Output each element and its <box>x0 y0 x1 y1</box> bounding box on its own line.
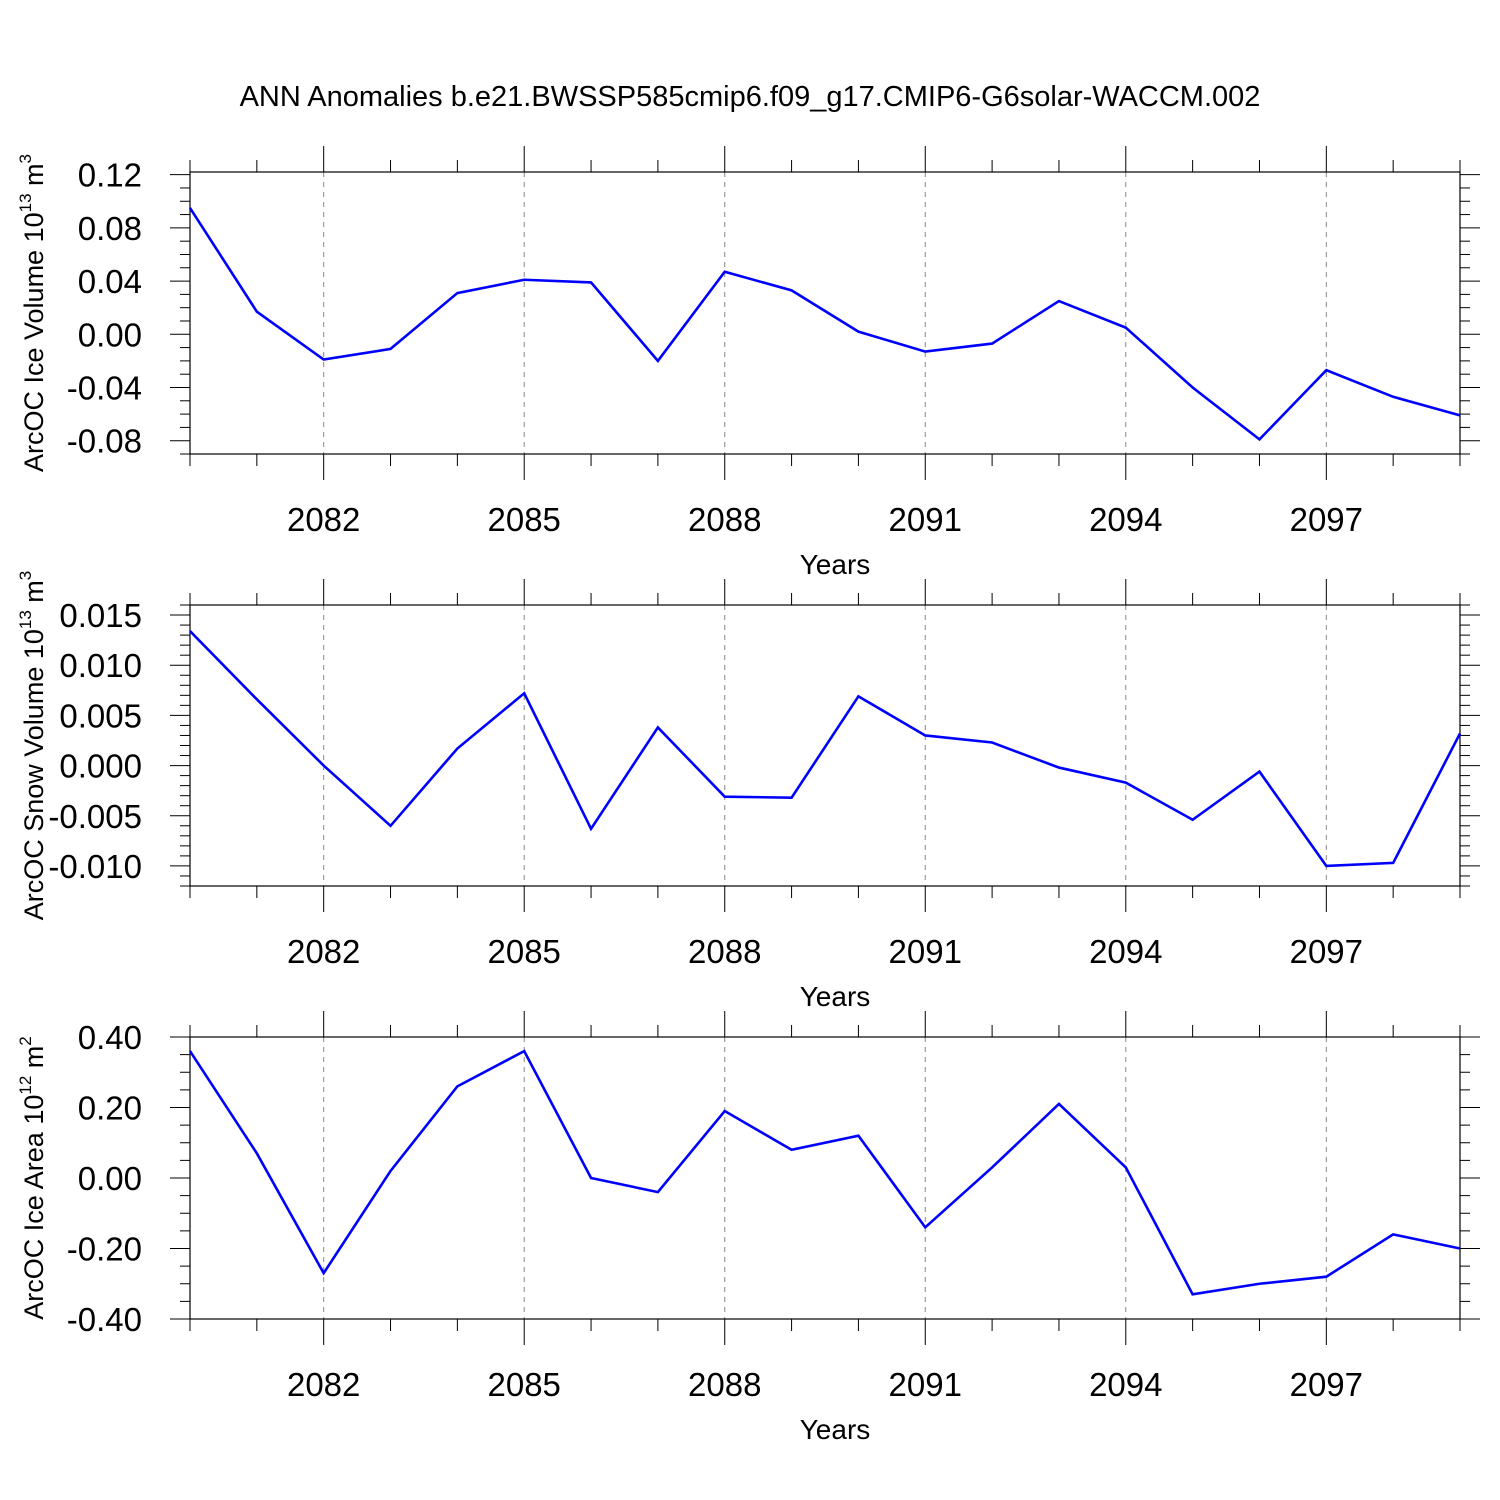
x-tick-label: 2094 <box>1089 933 1162 970</box>
x-tick-label: 2097 <box>1290 933 1363 970</box>
y-axis-label-exponent: 13 <box>16 193 35 212</box>
x-tick-label: 2094 <box>1089 501 1162 538</box>
x-tick-label: 2091 <box>889 933 962 970</box>
y-axis-label-unit-exponent: 2 <box>16 1036 35 1045</box>
plot-frame <box>189 1036 1461 1320</box>
y-tick-label: 0.015 <box>59 597 142 634</box>
y-axis-label-main: ArcOC Ice Volume 10 <box>19 212 49 472</box>
y-axis-label-unit-exponent: 3 <box>16 154 35 163</box>
y-axis-label-main: ArcOC Snow Volume 10 <box>19 629 49 920</box>
y-tick-label: -0.08 <box>67 423 142 460</box>
y-axis-label: ArcOC Snow Volume 1013 m3 <box>16 571 49 921</box>
x-tick-label: 2088 <box>688 933 761 970</box>
y-axis-label: ArcOC Ice Area 1012 m2 <box>16 1036 49 1320</box>
x-tick-label: 2088 <box>688 1366 761 1403</box>
x-tick-label: 2082 <box>287 933 360 970</box>
x-tick-label: 2097 <box>1290 1366 1363 1403</box>
y-tick-label: -0.005 <box>48 798 142 835</box>
y-axis-label-exponent: 12 <box>16 1076 35 1095</box>
y-tick-label: 0.20 <box>78 1090 142 1127</box>
chart-panel-2: -0.010 -0.005 0.000 0.005 0.010 0.015 2082 2085… <box>16 571 1480 1012</box>
y-tick-label: -0.010 <box>48 848 142 885</box>
x-tick-label: 2085 <box>487 933 560 970</box>
x-axis-label: Years <box>800 981 871 1012</box>
y-tick-label: 0.00 <box>78 1160 142 1197</box>
y-tick-label: -0.04 <box>67 369 142 406</box>
x-tick-label: 2082 <box>287 1366 360 1403</box>
y-tick-label: -0.40 <box>67 1301 142 1338</box>
x-tick-label: 2097 <box>1290 501 1363 538</box>
series-line-1 <box>189 630 1462 868</box>
y-axis-label-unit: m <box>19 163 49 193</box>
y-axis-label-unit: m <box>19 1046 49 1076</box>
x-tick-label: 2082 <box>287 501 360 538</box>
y-tick-label: 0.00 <box>78 316 142 353</box>
x-tick-label: 2094 <box>1089 1366 1162 1403</box>
y-axis-label-unit-exponent: 3 <box>16 571 35 580</box>
y-tick-label: 0.005 <box>59 697 142 734</box>
x-tick-label: 2088 <box>688 501 761 538</box>
series-line-1 <box>188 1049 1461 1296</box>
plot-frame <box>189 171 1461 455</box>
x-axis-label: Years <box>800 1414 871 1445</box>
y-axis-label-unit: m <box>19 580 49 610</box>
y-axis-label-main: ArcOC Ice Area 10 <box>19 1095 49 1320</box>
y-tick-label: 0.12 <box>78 157 142 194</box>
y-tick-label: 0.40 <box>78 1019 142 1056</box>
chart-panel-1: -0.08 -0.04 0.00 0.04 0.08 0.12 2082 2085 2088 20… <box>16 146 1480 580</box>
x-tick-label: 2091 <box>889 501 962 538</box>
x-tick-label: 2091 <box>889 1366 962 1403</box>
x-tick-label: 2085 <box>487 501 560 538</box>
y-axis-label: ArcOC Ice Volume 1013 m3 <box>16 154 49 472</box>
series-line-1 <box>188 207 1461 442</box>
y-tick-label: 0.04 <box>78 263 142 300</box>
y-tick-label: 0.010 <box>59 647 142 684</box>
y-axis-label-exponent: 13 <box>16 610 35 629</box>
y-tick-label: 0.08 <box>78 210 142 247</box>
y-tick-label: 0.000 <box>59 748 142 785</box>
y-tick-label: -0.20 <box>67 1231 142 1268</box>
x-tick-label: 2085 <box>487 1366 560 1403</box>
x-axis-label: Years <box>800 549 871 580</box>
figure-title: ANN Anomalies b.e21.BWSSP585cmip6.f09_g1… <box>240 81 1261 113</box>
chart-panel-3: -0.40 -0.20 0.00 0.20 0.40 2082 2085 2088 2091 20… <box>16 1011 1480 1445</box>
